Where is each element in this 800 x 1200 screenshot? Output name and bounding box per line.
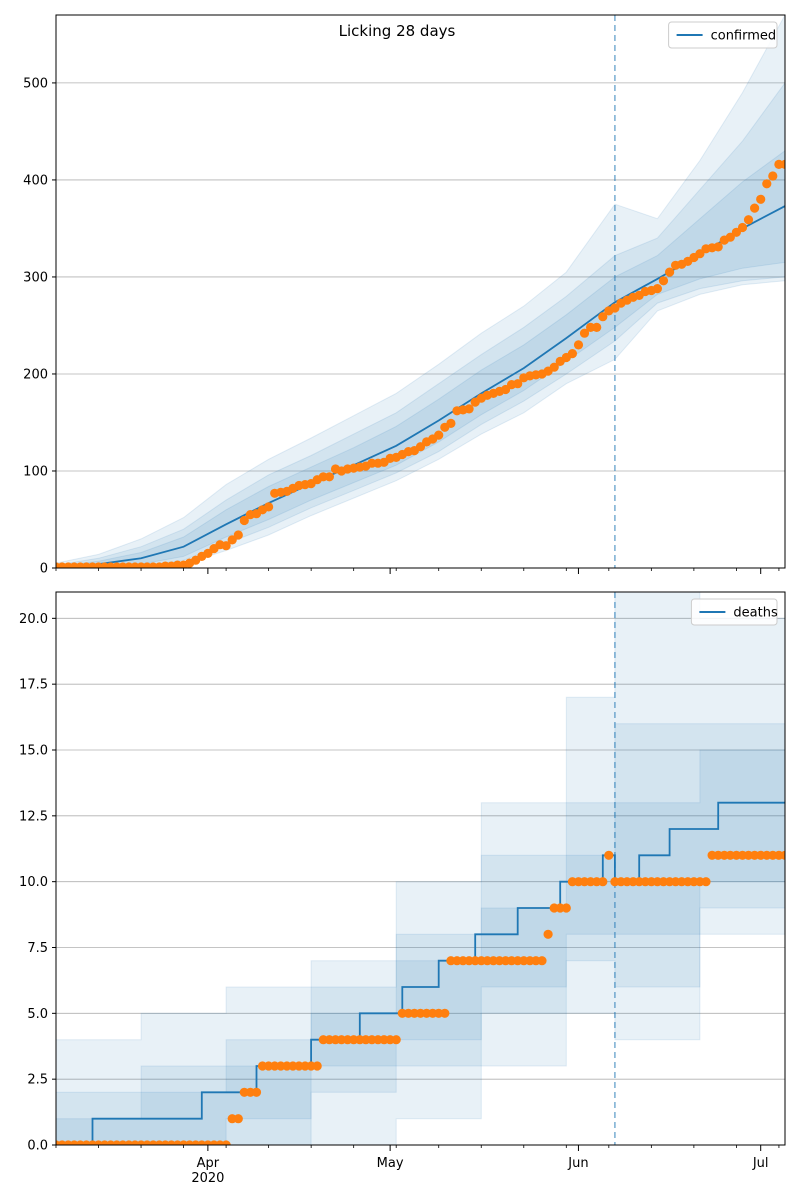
y-tick-label: 200 xyxy=(23,367,48,382)
x-tick-sublabel: 2020 xyxy=(191,1171,224,1186)
x-tick-label: Jun xyxy=(567,1156,588,1171)
confidence-band xyxy=(56,150,785,568)
observed-point xyxy=(561,903,571,913)
observed-point xyxy=(221,541,231,551)
y-tick-label: 10.0 xyxy=(19,875,48,890)
observed-point xyxy=(464,404,474,414)
observed-point xyxy=(434,430,444,440)
observed-point xyxy=(446,418,456,428)
observed-point xyxy=(440,1008,450,1018)
legend-box xyxy=(690,598,778,626)
observed-point xyxy=(610,303,620,313)
observed-point xyxy=(227,535,237,545)
observed-point xyxy=(780,850,785,860)
plot-area xyxy=(56,592,785,1145)
observed-point xyxy=(324,472,334,482)
observed-point xyxy=(221,1140,231,1145)
y-tick-label: 100 xyxy=(23,464,48,479)
observed-point xyxy=(233,530,243,540)
x-tick-label: May xyxy=(377,1156,404,1171)
plot-area xyxy=(56,15,785,568)
observed-point xyxy=(567,349,578,359)
observed-point xyxy=(543,929,553,939)
median-line xyxy=(56,205,785,568)
y-tick-label: 15.0 xyxy=(19,744,48,759)
legend-label: deaths xyxy=(733,606,778,621)
axes-frame xyxy=(55,14,786,569)
observed-point xyxy=(233,1114,243,1124)
confidence-band xyxy=(56,15,785,568)
legend-label: confirmed xyxy=(711,29,777,44)
observed-point xyxy=(780,159,785,169)
y-tick-label: 300 xyxy=(23,270,48,285)
legend: confirmed xyxy=(668,21,778,49)
observed-point xyxy=(513,379,523,389)
observed-point xyxy=(598,312,608,322)
observed-point xyxy=(743,215,754,225)
observed-point xyxy=(750,203,760,213)
axes-frame xyxy=(55,591,786,1146)
observed-point xyxy=(737,222,748,233)
confirmed-panel: 0 100 200 300 400 500 confirmed xyxy=(23,14,786,577)
observed-point xyxy=(549,362,559,372)
y-tick-label: 17.5 xyxy=(19,678,48,693)
legend: deaths xyxy=(690,598,778,626)
x-tick-label: Apr xyxy=(197,1156,220,1171)
confidence-band xyxy=(56,82,785,568)
observed-point xyxy=(239,515,249,526)
observed-point xyxy=(756,194,766,204)
y-tick-label: 400 xyxy=(23,173,48,188)
y-tick-label: 0.0 xyxy=(27,1139,48,1154)
observed-point xyxy=(537,956,547,966)
y-tick-label: 500 xyxy=(23,76,48,91)
observed-point xyxy=(251,1087,262,1097)
legend-box xyxy=(668,21,778,49)
observed-point xyxy=(604,850,614,860)
y-tick-label: 7.5 xyxy=(27,941,48,956)
x-tick-label: Jul xyxy=(752,1156,769,1171)
observed-point xyxy=(579,328,590,338)
observed-point xyxy=(312,1061,322,1071)
observed-point xyxy=(391,1035,401,1045)
observed-point xyxy=(598,877,608,887)
observed-point xyxy=(573,340,584,350)
observed-point xyxy=(701,877,711,887)
observed-point xyxy=(725,232,735,242)
observed-point xyxy=(658,276,669,286)
observed-point xyxy=(652,284,663,294)
confidence-band xyxy=(56,592,785,1145)
y-tick-label: 20.0 xyxy=(19,612,48,627)
observed-point xyxy=(713,242,723,252)
observed-point xyxy=(768,171,778,181)
y-tick-label: 12.5 xyxy=(19,809,48,824)
confidence-band xyxy=(56,697,785,1145)
observed-point xyxy=(665,267,675,277)
y-tick-label: 2.5 xyxy=(27,1073,48,1088)
observed-point xyxy=(762,179,772,189)
observed-point xyxy=(695,249,705,259)
y-tick-label: 0 xyxy=(40,562,48,577)
chart-title: Licking 28 days xyxy=(339,22,456,40)
observed-point xyxy=(592,322,602,332)
y-tick-label: 5.0 xyxy=(27,1007,48,1022)
observed-point xyxy=(264,502,274,512)
